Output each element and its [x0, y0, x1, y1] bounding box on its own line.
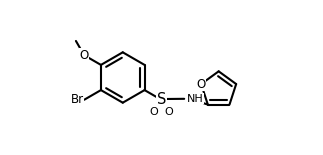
- Text: O: O: [165, 107, 173, 117]
- Text: Br: Br: [71, 93, 84, 106]
- Text: O: O: [79, 49, 89, 62]
- Text: O: O: [149, 107, 158, 117]
- Text: O: O: [196, 78, 206, 91]
- Text: NH: NH: [186, 94, 203, 104]
- Text: S: S: [157, 92, 166, 107]
